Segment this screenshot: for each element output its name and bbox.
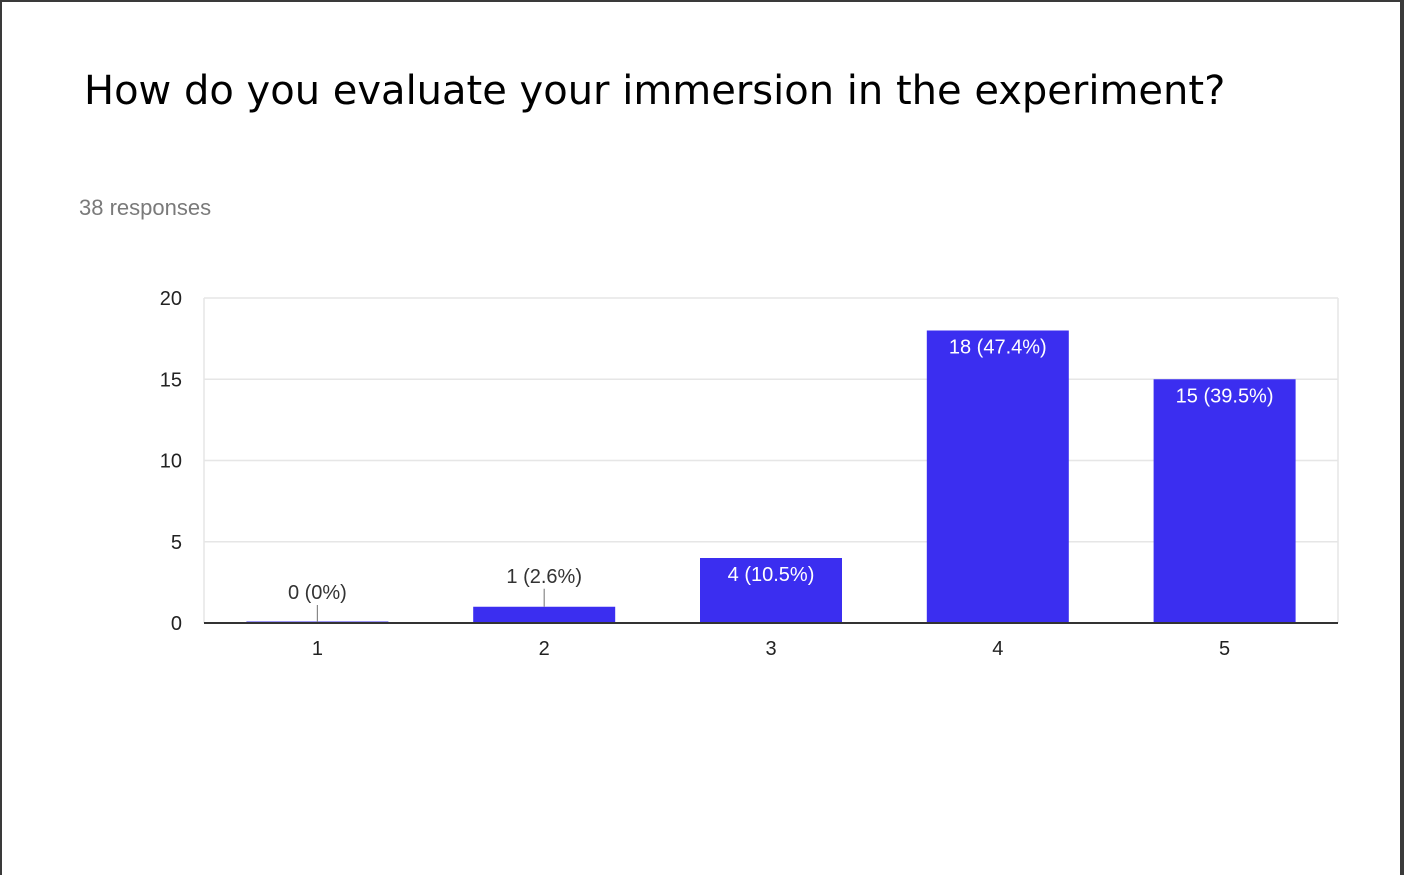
- bar-4: [926, 330, 1069, 623]
- gridlines: [203, 297, 1339, 623]
- bar-3: [700, 558, 842, 623]
- data-labels: 0 (0%) 1 (2.6%) 4 (10.5%) 18 (47.4%) 15 (39.…: [288, 337, 1274, 623]
- bars: [246, 330, 1296, 623]
- x-tick-label: 2: [539, 638, 550, 660]
- bar-2: [473, 606, 616, 623]
- chart-title: How do you evaluate your immersion in th…: [84, 68, 1226, 114]
- data-label: 18 (47.4%): [949, 337, 1047, 359]
- data-label: 4 (10.5%): [728, 564, 815, 586]
- x-tick-label: 4: [992, 638, 1003, 660]
- x-tick-label: 5: [1219, 638, 1230, 660]
- data-label: 0 (0%): [288, 582, 347, 604]
- x-tick-label: 3: [765, 638, 776, 660]
- y-axis-ticks: 0 5 10 15 20: [160, 288, 182, 635]
- data-label: 15 (39.5%): [1176, 385, 1274, 407]
- x-axis-ticks: 1 2 3 4 5: [312, 638, 1230, 660]
- y-tick-label: 15: [160, 369, 182, 391]
- y-tick-label: 10: [160, 451, 182, 473]
- response-count: 38 responses: [79, 195, 212, 220]
- y-tick-label: 0: [171, 613, 182, 635]
- y-tick-label: 20: [160, 288, 182, 310]
- y-tick-label: 5: [171, 532, 182, 554]
- x-tick-label: 1: [312, 638, 323, 660]
- data-label: 1 (2.6%): [506, 566, 582, 588]
- bar-5: [1153, 379, 1296, 623]
